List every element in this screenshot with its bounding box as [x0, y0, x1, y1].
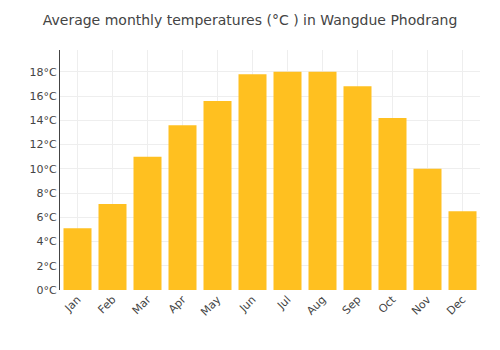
svg-text:Feb: Feb [96, 293, 119, 316]
svg-text:18°C: 18°C [30, 66, 57, 79]
svg-text:May: May [198, 293, 224, 319]
svg-text:Sep: Sep [340, 293, 364, 317]
svg-text:Jul: Jul [274, 293, 293, 312]
svg-text:8°C: 8°C [37, 187, 57, 200]
svg-text:Average monthly temperatures (: Average monthly temperatures (°C ) in Wa… [43, 12, 458, 28]
svg-text:Mar: Mar [130, 293, 154, 317]
svg-text:Aug: Aug [304, 293, 328, 317]
svg-text:Nov: Nov [409, 293, 434, 318]
svg-text:Apr: Apr [166, 293, 189, 316]
svg-text:16°C: 16°C [30, 90, 57, 103]
svg-text:14°C: 14°C [30, 114, 57, 127]
svg-text:2°C: 2°C [37, 260, 57, 273]
svg-text:Oct: Oct [376, 293, 399, 316]
svg-text:Jun: Jun [236, 293, 258, 315]
svg-text:0°C: 0°C [37, 284, 57, 297]
svg-text:12°C: 12°C [30, 138, 57, 151]
svg-text:Dec: Dec [444, 293, 468, 317]
svg-text:10°C: 10°C [30, 163, 57, 176]
svg-text:4°C: 4°C [37, 235, 57, 248]
svg-text:Jan: Jan [62, 293, 84, 315]
svg-text:6°C: 6°C [37, 211, 57, 224]
